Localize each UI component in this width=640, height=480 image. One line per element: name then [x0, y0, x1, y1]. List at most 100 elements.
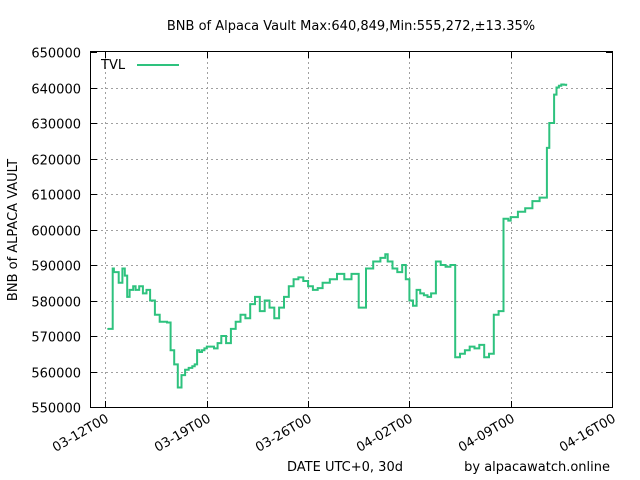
grid — [91, 52, 613, 407]
data-point — [177, 386, 179, 389]
data-point — [350, 273, 353, 275]
data-point — [191, 365, 194, 368]
data-point — [497, 310, 500, 312]
data-point — [555, 86, 558, 89]
data-point — [154, 313, 156, 316]
series-layer — [107, 83, 568, 389]
data-point — [230, 328, 232, 330]
data-point — [449, 264, 452, 266]
y-tick-label: 590000 — [31, 260, 81, 275]
data-point — [419, 292, 422, 295]
data-point — [372, 260, 375, 263]
data-point — [173, 363, 175, 366]
data-point — [468, 345, 471, 348]
y-axis-label: BNB of ALPACA VAULT — [6, 159, 21, 301]
data-point — [132, 285, 134, 288]
data-point — [502, 218, 505, 220]
data-point — [239, 313, 242, 316]
data-point — [560, 83, 563, 86]
data-point — [329, 278, 331, 281]
data-point — [412, 305, 414, 307]
y-tick-label: 580000 — [31, 296, 81, 311]
data-point — [478, 344, 481, 346]
data-point — [343, 278, 346, 281]
data-point — [126, 296, 128, 298]
y-tick-label: 600000 — [31, 225, 81, 240]
data-point — [149, 299, 151, 302]
plot-frame — [90, 51, 613, 408]
data-point — [203, 347, 206, 350]
data-point — [213, 347, 215, 350]
data-point — [292, 278, 295, 281]
data-point — [254, 296, 256, 298]
data-point — [384, 253, 387, 256]
x-tick-label: 03-12T00 — [50, 411, 111, 455]
data-point — [430, 292, 432, 295]
data-point — [524, 207, 526, 209]
data-point — [316, 287, 319, 289]
data-point — [121, 267, 124, 270]
data-point — [336, 273, 338, 275]
data-point — [405, 278, 407, 281]
data-point — [507, 219, 510, 222]
data-point — [435, 260, 437, 263]
data-point — [162, 321, 165, 323]
y-tick-label: 650000 — [31, 47, 81, 62]
data-point — [558, 84, 560, 87]
data-point — [128, 289, 131, 291]
data-point — [517, 210, 519, 213]
data-point — [225, 342, 227, 344]
data-point — [548, 122, 551, 124]
data-point — [193, 363, 196, 366]
data-point — [439, 264, 442, 266]
data-point — [401, 264, 404, 266]
series-line-tvl — [107, 83, 568, 389]
y-tick-label: 620000 — [31, 154, 81, 169]
data-point — [444, 266, 447, 268]
chart-title: BNB of Alpaca Vault Max:640,849,Min:555,… — [167, 19, 535, 34]
data-point — [134, 289, 137, 291]
data-point — [357, 306, 360, 309]
data-point — [169, 349, 172, 352]
data-point — [307, 285, 309, 288]
data-point — [158, 321, 161, 323]
data-point — [408, 299, 411, 302]
x-tick-label: 04-09T00 — [456, 411, 517, 455]
data-point — [283, 296, 285, 298]
data-point — [249, 303, 251, 305]
data-point — [259, 310, 261, 312]
data-point — [454, 356, 457, 359]
data-point — [268, 306, 271, 309]
data-point — [278, 306, 280, 309]
data-point — [142, 292, 144, 295]
credit-text: by alpacawatch.online — [464, 460, 610, 475]
data-point — [201, 349, 203, 352]
data-point — [297, 276, 300, 279]
x-tick-label: 03-19T00 — [152, 411, 213, 455]
data-point — [124, 274, 126, 277]
data-point — [379, 257, 382, 259]
data-point — [553, 93, 555, 96]
data-point — [198, 351, 201, 353]
axes: 550000 560000 570000 580000 590000 600000 6100… — [31, 47, 618, 456]
data-point — [166, 321, 168, 324]
data-point — [244, 317, 247, 320]
data-point — [365, 267, 367, 270]
data-point — [138, 285, 140, 288]
x-tick-label: 04-16T00 — [557, 411, 618, 455]
data-point — [563, 83, 565, 86]
legend-label: TVL — [100, 58, 126, 73]
data-point — [111, 267, 114, 270]
x-tick-label: 03-26T00 — [253, 411, 314, 455]
y-tick-label: 550000 — [31, 402, 81, 417]
y-tick-label: 560000 — [31, 367, 81, 382]
data-point — [459, 353, 461, 355]
data-point — [273, 317, 276, 320]
data-point — [187, 367, 190, 369]
y-tick-label: 640000 — [31, 83, 81, 98]
legend: TVL — [100, 58, 179, 73]
data-point — [483, 356, 486, 359]
data-point — [196, 349, 198, 352]
y-tick-label: 570000 — [31, 331, 81, 346]
